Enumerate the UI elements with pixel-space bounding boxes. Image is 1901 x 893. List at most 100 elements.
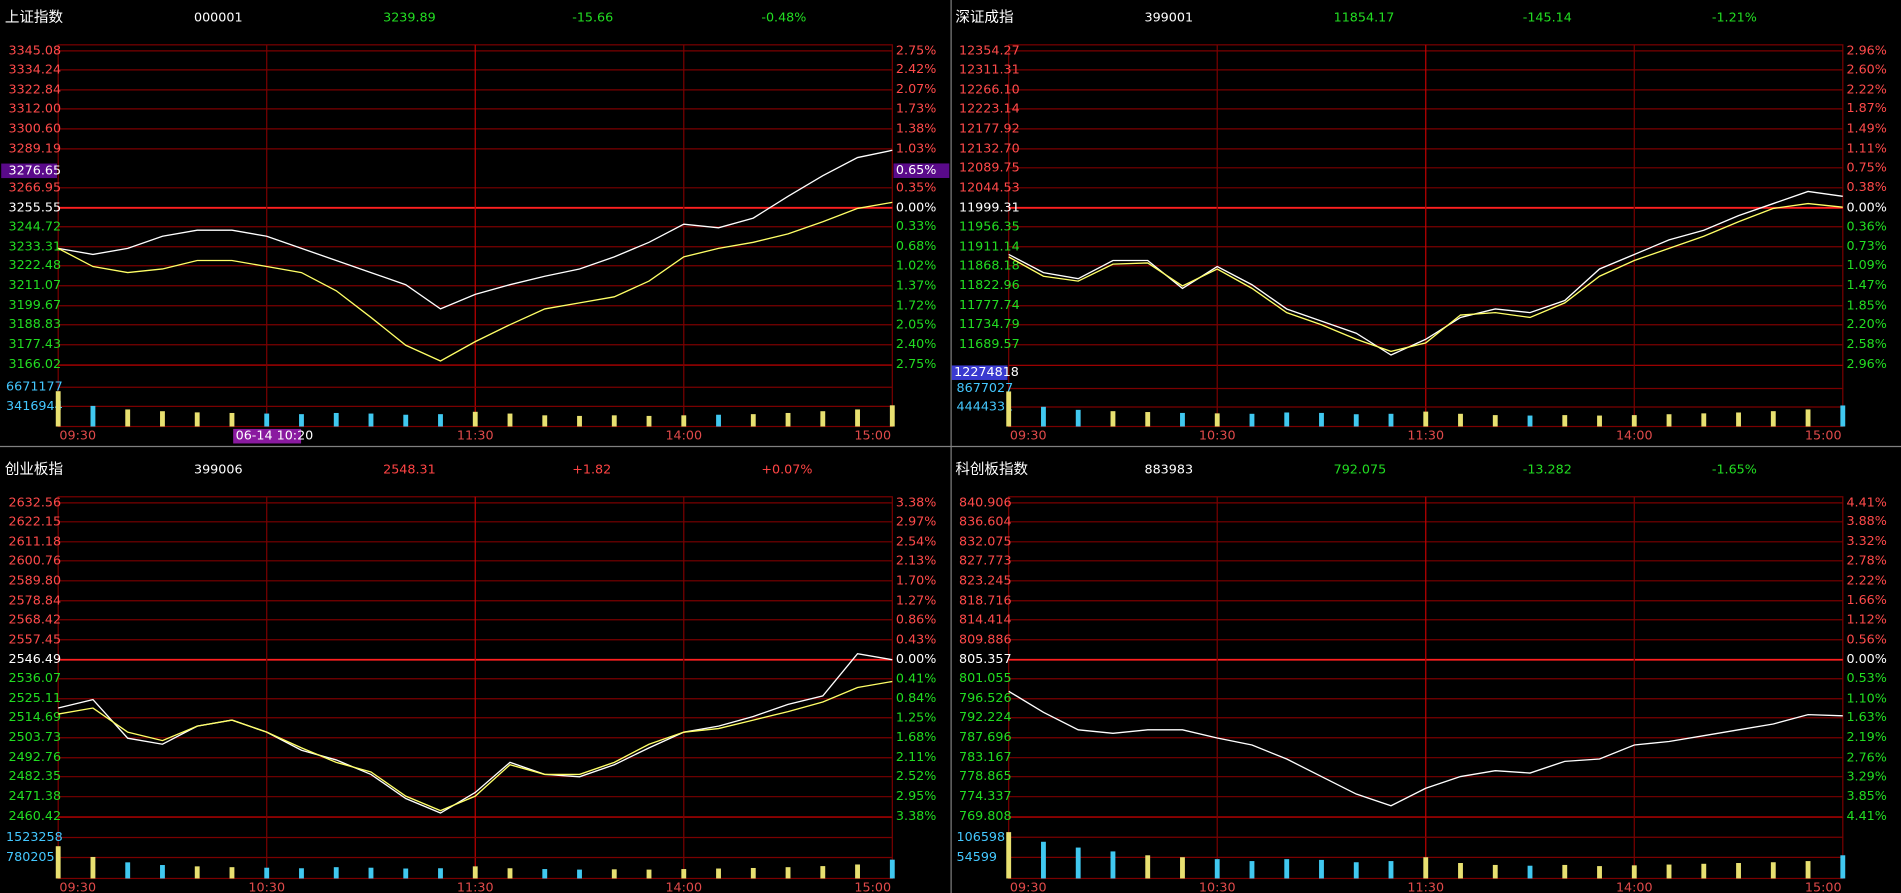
y-tick-label: 2622.15 — [8, 513, 61, 528]
volume-bar — [1458, 413, 1463, 427]
volume-bar — [820, 866, 826, 879]
y-tick-label: 11999.31 — [959, 199, 1020, 214]
y-tick-label: 3177.43 — [8, 336, 61, 351]
y2-tick-label: 2.96% — [1846, 356, 1886, 371]
x-tick-label: 10:30 — [248, 880, 285, 893]
y2-tick-label: 0.33% — [896, 218, 936, 233]
y2-tick-label: 2.76% — [1846, 749, 1886, 764]
volume-bar — [1180, 857, 1185, 879]
y2-tick-label: 1.87% — [1846, 100, 1886, 115]
volume-bar — [855, 864, 860, 879]
volume-bar — [472, 866, 478, 879]
volume-tick-label: 54599 — [957, 849, 997, 864]
y-tick-label: 2611.18 — [8, 533, 61, 548]
volume-bar — [750, 867, 756, 879]
index-change: -145.14 — [1523, 10, 1572, 25]
volume-bar — [1840, 855, 1846, 879]
volume-bar — [1770, 411, 1776, 427]
y-tick-label: 818.716 — [959, 592, 1012, 607]
y-tick-label: 796.526 — [959, 690, 1012, 705]
volume-bar — [1041, 841, 1046, 879]
volume-bar — [1666, 864, 1672, 879]
volume-bar — [194, 412, 200, 427]
y2-tick-label: 2.13% — [896, 552, 936, 567]
y2-tick-label: 4.41% — [1846, 494, 1886, 509]
y2-tick-label: 2.75% — [896, 356, 936, 371]
y-tick-label: 805.357 — [959, 651, 1012, 666]
y2-tick-label: 1.10% — [1846, 690, 1886, 705]
y2-tick-label: 1.49% — [1846, 120, 1886, 135]
index-price: 11854.17 — [1334, 10, 1395, 25]
y2-tick-label: 1.63% — [1846, 709, 1886, 724]
index-price: 2548.31 — [383, 462, 436, 477]
index-change-pct: +0.07% — [761, 462, 812, 477]
x-tick-label: 11:30 — [457, 880, 494, 893]
y-tick-label: 2546.49 — [8, 651, 61, 666]
volume-bar — [611, 869, 617, 879]
y2-tick-label: 2.60% — [1846, 61, 1886, 76]
volume-bar — [333, 412, 339, 427]
y-tick-label: 11777.74 — [959, 297, 1020, 312]
volume-bar — [1701, 863, 1707, 879]
x-tick-label: 10:30 — [1199, 880, 1236, 893]
y-tick-label: 3255.55 — [8, 199, 61, 214]
volume-bar — [299, 414, 304, 427]
x-tick-label: 14:00 — [1616, 880, 1653, 893]
y2-tick-label: 1.38% — [896, 121, 936, 136]
y-tick-label: 12177.92 — [959, 120, 1020, 135]
volume-bar — [229, 867, 235, 879]
cursor-x-label: 06-14 10:20 — [236, 428, 314, 443]
x-tick-label: 15:00 — [854, 428, 891, 443]
y-tick-label: 11734.79 — [959, 316, 1020, 331]
volume-bar — [750, 414, 756, 427]
volume-bar — [1353, 414, 1359, 427]
volume-bar — [1701, 413, 1707, 427]
y-tick-label: 3199.67 — [8, 297, 61, 312]
y2-tick-label: 2.78% — [1846, 552, 1886, 567]
volume-bar — [542, 869, 548, 879]
x-tick-label: 09:30 — [59, 428, 96, 443]
volume-bar — [1284, 859, 1290, 879]
y-tick-label: 801.055 — [959, 670, 1012, 685]
volume-tick-label: 8677027 — [957, 380, 1014, 395]
volume-bar — [716, 414, 721, 427]
x-tick-label: 14:00 — [665, 880, 702, 893]
index-change: -13.282 — [1523, 462, 1572, 477]
volume-bar — [1110, 411, 1116, 427]
y-tick-label: 3289.19 — [8, 140, 61, 155]
volume-bar — [1631, 415, 1637, 427]
y-tick-label: 2557.45 — [8, 631, 61, 646]
y2-tick-label: 2.22% — [1846, 572, 1886, 587]
y-tick-label: 827.773 — [959, 552, 1012, 567]
y2-tick-label: 2.19% — [1846, 729, 1886, 744]
y-tick-label: 792.224 — [959, 709, 1012, 724]
volume-bar — [577, 869, 582, 879]
volume-bar — [785, 412, 791, 427]
volume-bar — [1075, 409, 1081, 427]
volume-bar — [1423, 411, 1429, 427]
y2-tick-label: 1.27% — [896, 592, 936, 607]
volume-bar — [1249, 413, 1255, 427]
y-tick-label: 769.808 — [959, 808, 1012, 823]
volume-bar — [1353, 862, 1359, 879]
y-tick-label: 3244.72 — [8, 218, 61, 233]
y2-tick-label: 3.38% — [896, 808, 936, 823]
volume-bar — [785, 867, 791, 879]
y-tick-label: 2578.84 — [8, 592, 61, 607]
y-tick-label: 2492.76 — [8, 749, 61, 764]
y-tick-label: 11956.35 — [959, 218, 1020, 233]
y2-tick-label: 0.00% — [896, 199, 936, 214]
y-tick-label: 2589.80 — [8, 572, 61, 587]
y2-tick-label: 1.12% — [1846, 611, 1886, 626]
y-tick-label: 11689.57 — [959, 336, 1020, 351]
y-tick-label: 12132.70 — [959, 140, 1020, 155]
y-tick-label: 3322.84 — [8, 81, 61, 96]
y2-tick-label: 1.70% — [896, 572, 936, 587]
y2-tick-label: 0.56% — [1846, 631, 1886, 646]
y-tick-label: 2460.42 — [8, 808, 61, 823]
volume-bar — [403, 414, 409, 427]
volume-bar — [1319, 412, 1324, 427]
y2-tick-label: 1.47% — [1846, 277, 1886, 292]
y-tick-label: 2514.69 — [8, 709, 61, 724]
